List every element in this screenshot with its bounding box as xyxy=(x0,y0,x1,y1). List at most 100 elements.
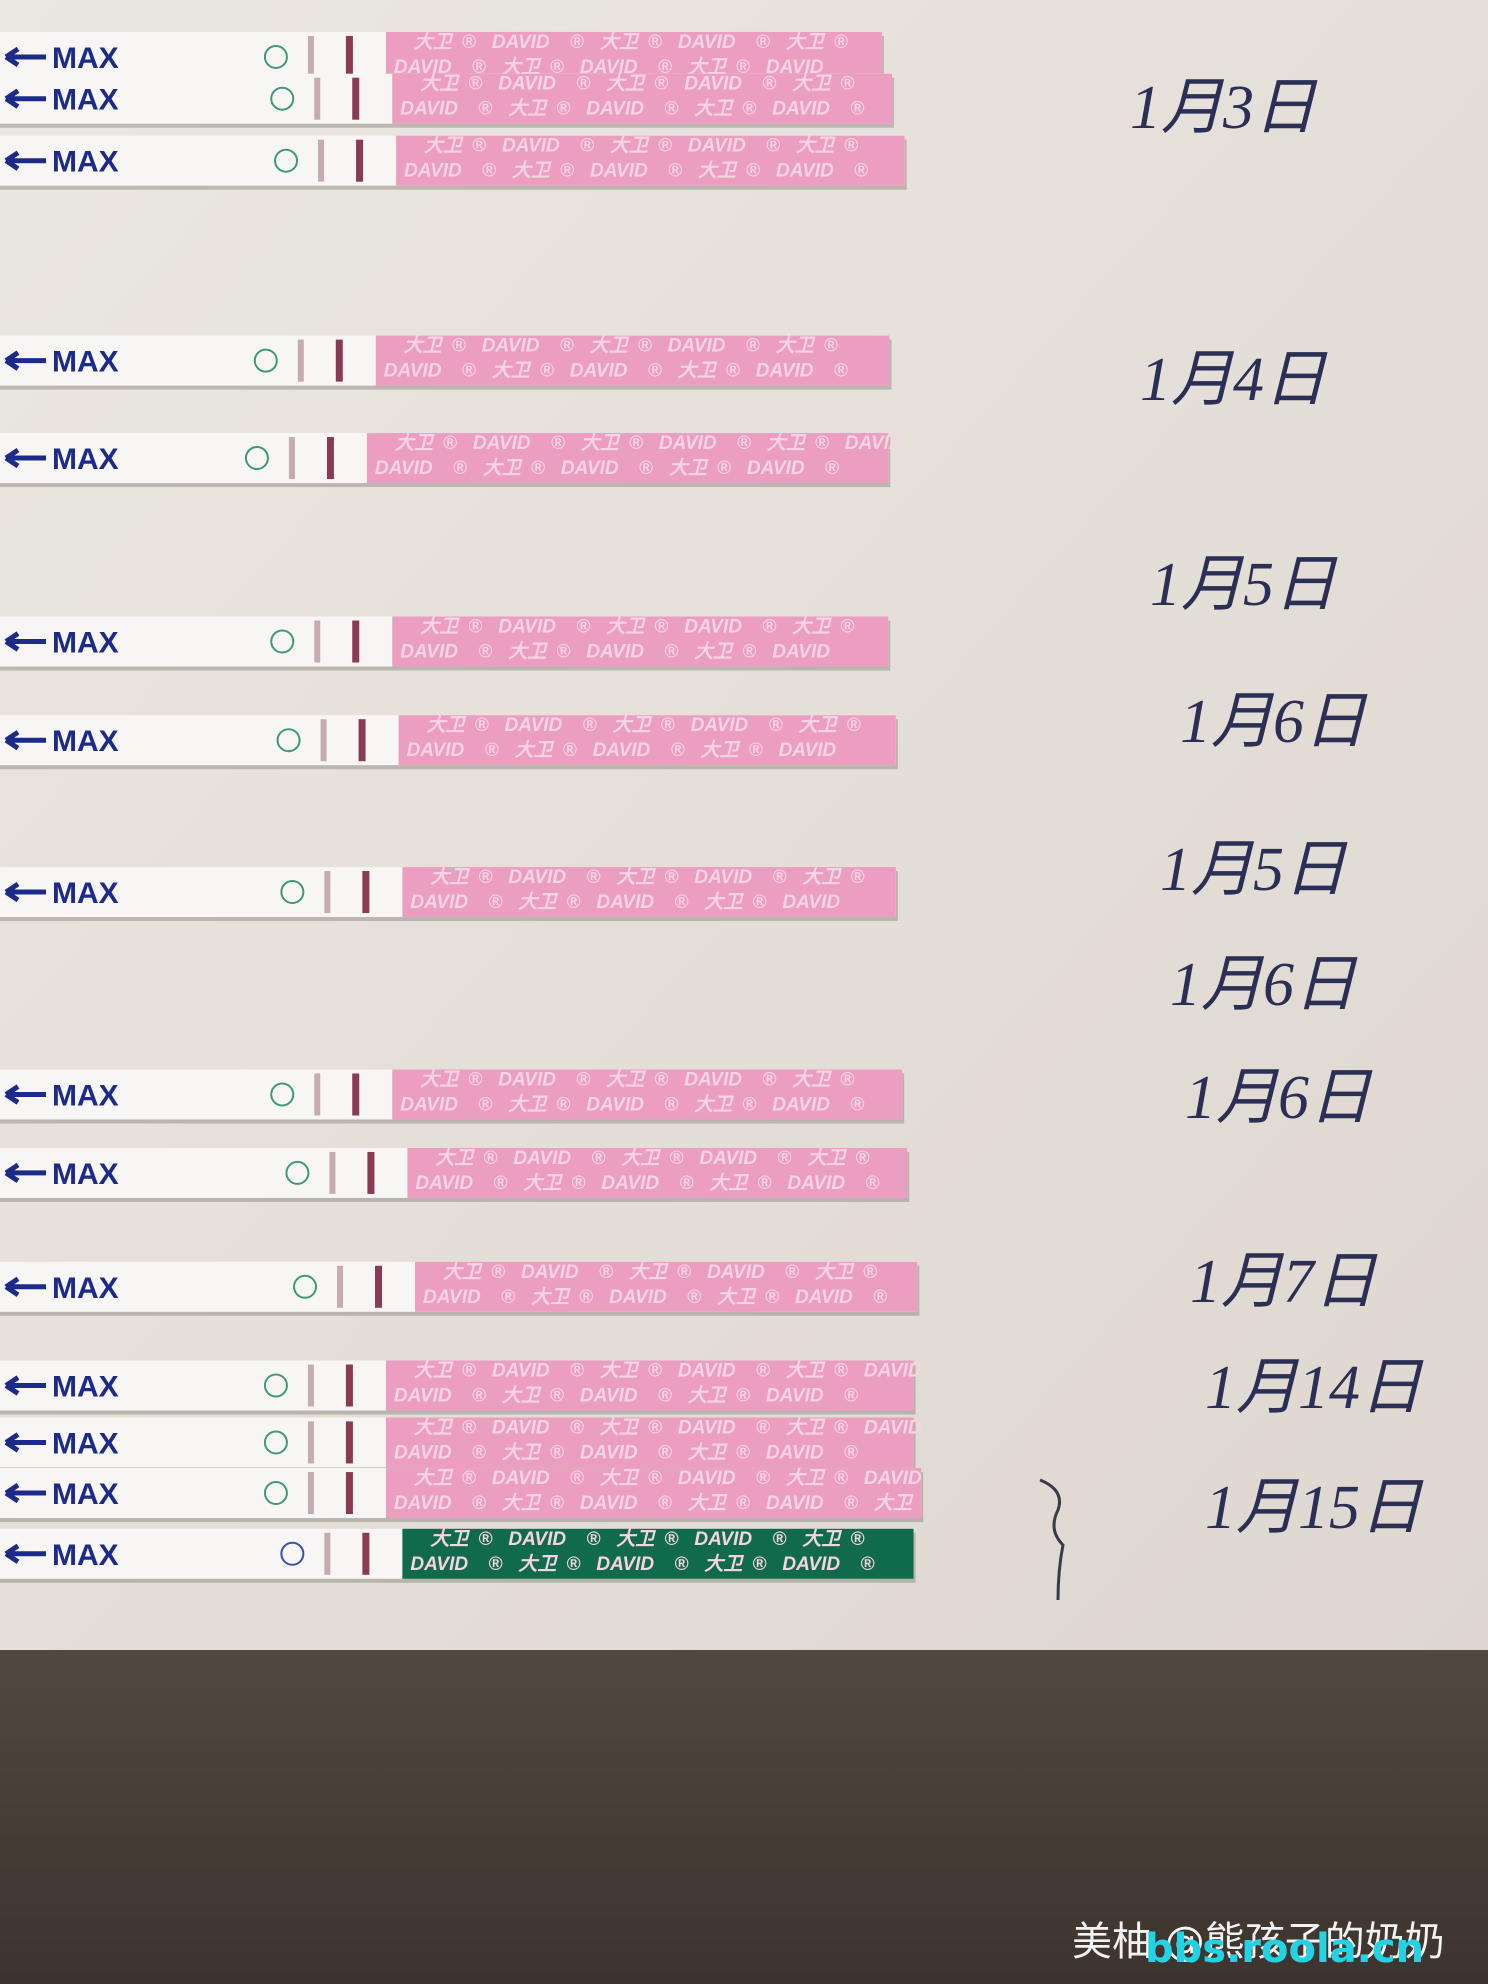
date-note: 1月5日 xyxy=(1150,551,1338,619)
brand-text: DAVID xyxy=(590,161,648,182)
brand-text: ® xyxy=(752,1554,766,1575)
brand-text: DAVID xyxy=(694,1529,752,1550)
arrow xyxy=(4,881,46,903)
brand-text: 大卫 xyxy=(786,1416,826,1438)
control-line xyxy=(345,1364,353,1407)
brand-text: ® xyxy=(468,74,482,95)
test-strip: MAX 大卫 ® DAVID ® 大卫 ® DAVID ® 大卫 ®DAVID ® 大卫 ® DAVID ® 大… xyxy=(0,335,892,390)
brand-text: ® xyxy=(834,1417,848,1438)
brand-text: ® xyxy=(717,458,731,479)
brand-text: 大卫 xyxy=(701,739,741,761)
brand-text: ® xyxy=(576,1069,590,1090)
brand-text: 大卫 xyxy=(688,1492,728,1514)
brand-text: DAVID xyxy=(498,74,556,95)
brand-text: DAVID xyxy=(596,892,654,913)
brand-text: ® xyxy=(762,74,776,95)
brand-text: 大卫 xyxy=(776,335,816,357)
brand-text: 大卫 xyxy=(414,1360,454,1382)
brand-text: 大卫 xyxy=(483,457,523,479)
flower-icon xyxy=(263,1430,288,1455)
control-line xyxy=(352,1073,360,1116)
strip-pad xyxy=(415,1261,918,1312)
brand-text: DAVID xyxy=(659,433,717,454)
date-note: 1月7日 xyxy=(1190,1248,1378,1316)
brand-text: ® xyxy=(756,32,770,53)
brand-text: DAVID xyxy=(492,1468,550,1489)
control-line xyxy=(362,1532,370,1575)
control-line xyxy=(356,139,364,182)
brand-text: DAVID xyxy=(400,642,458,663)
brand-text: 大卫 xyxy=(606,73,646,95)
brand-text: 大卫 xyxy=(427,714,467,736)
brand-text: ® xyxy=(560,161,574,182)
flower-icon xyxy=(244,446,269,471)
brand-text: DAVID xyxy=(394,1493,452,1514)
arrow xyxy=(4,150,46,171)
brand-text: DAVID xyxy=(586,1094,644,1115)
notes: 1月3日 1月4日 1月5日 1月6日 1月5日 1月6日 1月6日 1月7日 1月14日 1月1… xyxy=(1130,74,1424,1542)
brand-text: 大卫 xyxy=(786,1467,826,1489)
brand-text: ® xyxy=(648,1361,662,1382)
brand-text: DAVID xyxy=(505,715,563,736)
brand-text: ® xyxy=(576,617,590,638)
brand-text: 大卫 xyxy=(792,1068,832,1090)
test-strip: MAX 大卫 ® DAVID ® 大卫 ® DAVID ® 大卫 ®DAVID ® 大卫 ® DAVID ® 大… xyxy=(0,1068,905,1124)
brand-text: DAVID xyxy=(498,617,556,638)
brand-text: DAVID xyxy=(513,1148,571,1169)
brand-text: 大卫 xyxy=(518,1553,558,1575)
test-line xyxy=(337,1265,344,1308)
brand-text: DAVID xyxy=(772,642,830,663)
max-label: MAX xyxy=(52,1539,119,1572)
brand-text: 大卫 xyxy=(430,866,470,888)
brand-text: ® xyxy=(462,1361,476,1382)
brand-text: 大卫 xyxy=(435,1147,475,1169)
brand-text: ® xyxy=(825,458,839,479)
brand-text: DAVID xyxy=(561,458,619,479)
brand-text: ® xyxy=(850,1094,864,1115)
brand-text: ® xyxy=(576,74,590,95)
flower-icon xyxy=(285,1160,310,1185)
strip-pad xyxy=(398,715,896,766)
brand-text: 大卫 xyxy=(512,160,552,182)
brand-text: ® xyxy=(664,642,678,663)
brand-text: ® xyxy=(462,1417,476,1438)
brand-text: ® xyxy=(664,867,678,888)
strip-pad xyxy=(385,1468,922,1519)
control-line xyxy=(345,35,353,78)
brand-text: 大卫 xyxy=(508,98,548,120)
test-strip: MAX 大卫 ® DAVID ® 大卫 ® DAVID ® 大卫 ®DAVID ® 大卫 ® DAVID ® 大… xyxy=(0,866,898,922)
brand-text: ® xyxy=(749,740,763,761)
brand-text: ® xyxy=(462,1468,476,1489)
test-line xyxy=(324,871,331,914)
brand-text: ® xyxy=(840,74,854,95)
brand-text: 大卫 xyxy=(414,1416,454,1438)
brand-text: ® xyxy=(785,1262,799,1283)
test-line xyxy=(288,437,295,480)
brand-text: DAVID xyxy=(678,1417,736,1438)
brand-text: DAVID xyxy=(580,1386,638,1407)
brand-text: ® xyxy=(850,99,864,120)
brand-text: ® xyxy=(772,867,786,888)
brand-text: ® xyxy=(570,1468,584,1489)
brand-text: DAVID xyxy=(410,892,468,913)
brand-text: DAVID xyxy=(678,1468,736,1489)
brand-text: ® xyxy=(873,1287,887,1308)
brand-text: 大卫 xyxy=(414,31,454,53)
brand-text: DAVID xyxy=(580,1442,638,1463)
brand-text: ® xyxy=(772,1529,786,1550)
brand-text: ® xyxy=(629,433,643,454)
date-note: 1月15日 xyxy=(1205,1474,1424,1542)
control-line xyxy=(362,871,370,914)
brand-text: ® xyxy=(664,1094,678,1115)
brand-text: 大卫 xyxy=(395,432,435,454)
brand-text: DAVID xyxy=(779,740,837,761)
brand-text: 大卫 xyxy=(717,1286,757,1308)
test-line xyxy=(314,620,321,663)
brand-text: 大卫 xyxy=(508,641,548,663)
table xyxy=(0,1650,1488,1984)
brand-text: ® xyxy=(580,136,594,157)
brand-text: 大卫 xyxy=(704,891,744,913)
brand-text: ® xyxy=(556,642,570,663)
brand-text: ® xyxy=(855,1148,869,1169)
